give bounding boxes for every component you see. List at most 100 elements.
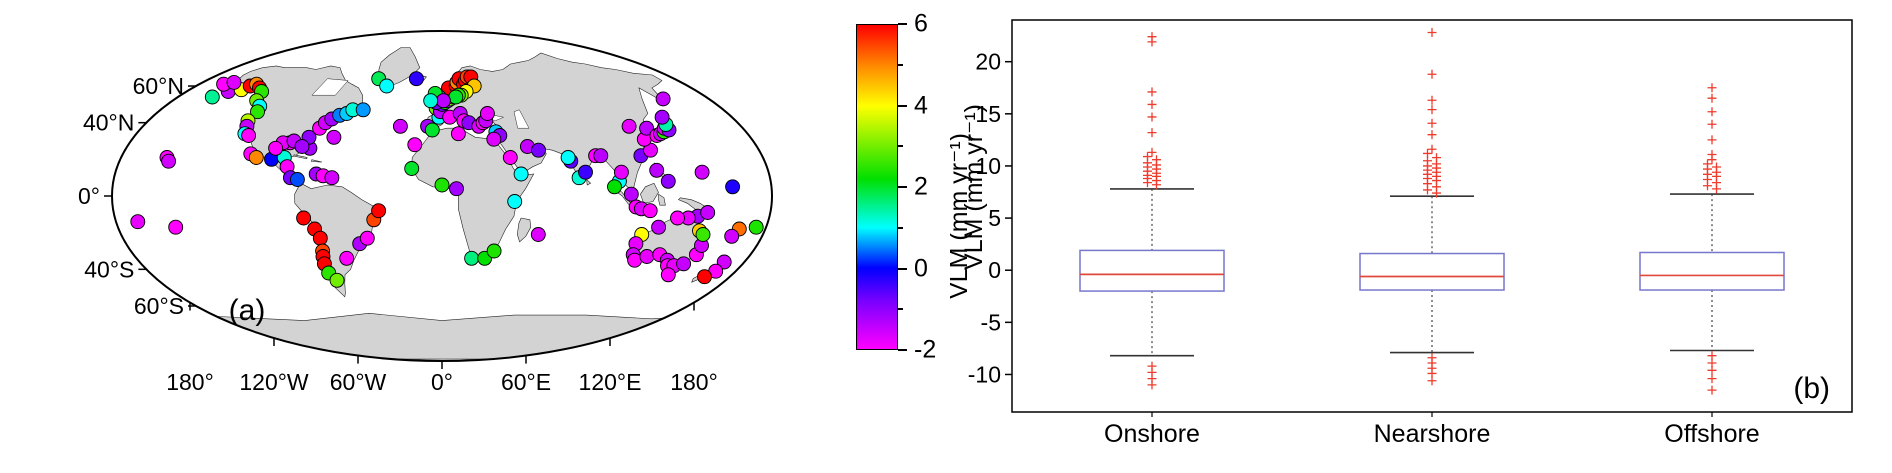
outlier-marker [1707,365,1717,375]
outlier-marker [1703,181,1712,191]
colorbar-gradient [856,24,898,350]
lat-tick-label: 40°S [84,256,134,282]
iqr-box [1639,251,1785,291]
y-tick-label: 15 [975,101,1001,127]
vlm-points [130,69,764,288]
outlier-marker [1707,107,1717,117]
vlm-point [448,89,464,105]
vlm-point [593,148,609,164]
lon-tick-label: 120°E [579,369,642,395]
outlier-marker [1423,185,1432,195]
category-label: Onshore [1104,420,1200,448]
vlm-point [268,140,284,156]
category-label: Nearshore [1374,420,1491,448]
y-tick-label: -5 [981,309,1001,335]
lat-tick-label: 60°S [134,293,184,319]
vlm-point [464,250,480,266]
vlm-point [627,252,643,268]
landmass [516,217,532,243]
vlm-point [716,254,732,270]
vlm-point [371,203,387,219]
outlier-marker [1147,147,1157,157]
lon-tick-label: 180° [670,369,718,395]
outlier-marker [1147,37,1157,47]
vlm-point [168,219,184,235]
vlm-point [694,164,710,180]
world-map-svg: 60°N 40°N 0° 40°S60°S 180° 120°W 60°W 0° 60°E 120… [78,30,773,395]
lon-tick-label: 180° [166,369,214,395]
outlier-marker [1707,385,1717,395]
outlier-marker [1427,105,1437,115]
vlm-point [531,142,546,158]
y-tick-label: 20 [975,49,1001,75]
landmass [311,159,322,163]
colorbar-minor-tick [898,145,903,148]
y-tick-label: 0 [988,257,1001,283]
colorbar-tick-label: 6 [914,9,928,38]
outlier-marker [1152,180,1161,190]
vlm-point [654,109,670,125]
vlm-point [655,91,671,107]
colorbar: 6 4 2 0 -2 VLM (mm yr⁻¹) [856,10,1036,364]
vlm-point [642,203,658,219]
vlm-point [486,131,502,147]
lon-tick-label: 60°E [501,369,551,395]
vlm-point [676,256,692,272]
vlm-point [204,89,220,105]
lat-tick-label: 40°N [83,110,134,136]
colorbar-tick-label: 0 [914,254,928,282]
vlm-point [326,129,342,145]
vlm-point [379,78,395,94]
landmass [658,193,666,206]
vlm-point [530,227,546,242]
vlm-point [560,150,576,165]
vlm-point [329,272,345,288]
vlm-point [312,230,328,246]
colorbar-minor-tick [898,226,903,229]
y-tick-label: 10 [975,153,1001,179]
outlier-marker [1147,128,1157,138]
ocean [112,31,772,361]
iqr-box [1359,252,1505,291]
vlm-point [408,71,424,87]
colorbar-tick [898,267,907,270]
vlm-point [449,181,464,197]
outlier-marker [1712,184,1721,194]
vlm-point [748,219,764,235]
vlm-point [660,267,676,283]
outlier-marker [1427,376,1437,386]
outlier-marker [1427,118,1437,128]
y-tick-label: 5 [988,205,1001,231]
inland-sea [513,109,530,129]
outlier-marker [1707,135,1717,145]
outlier-marker [1707,119,1717,129]
vlm-point [359,230,375,246]
colorbar-tick [898,23,907,25]
vlm-point [486,243,502,259]
vlm-point [700,205,716,220]
vlm-point [502,150,518,165]
vlm-point [623,186,639,202]
vlm-point [407,137,423,153]
colorbar-tick-label: 4 [914,91,928,119]
outlier-marker [1432,188,1441,198]
lon-tick-label: 0° [431,369,453,395]
vlm-point [289,172,305,187]
vlm-point [404,161,420,176]
lat-tick-label: 60°N [133,73,184,99]
vlm-point [670,210,685,226]
vlm-point [697,269,712,285]
vlm-point [725,179,741,195]
outlier-marker [1427,144,1437,154]
vlm-point [424,122,440,138]
outlier-marker [1427,28,1437,38]
outlier-marker [1707,93,1717,103]
vlm-point [296,210,312,226]
vlm-point [294,139,310,154]
vlm-point [607,179,622,195]
y-tick-label: -10 [968,361,1001,387]
colorbar-minor-tick [898,63,903,66]
boxplot-panel: 20 15 10 5 0 -5 -10 VLM (mm yr⁻¹) Onshore Nearsho… [945,0,1892,473]
boxplot-svg: 20 15 10 5 0 -5 -10 VLM (mm yr⁻¹) Onshore Nearsho… [945,19,1853,448]
